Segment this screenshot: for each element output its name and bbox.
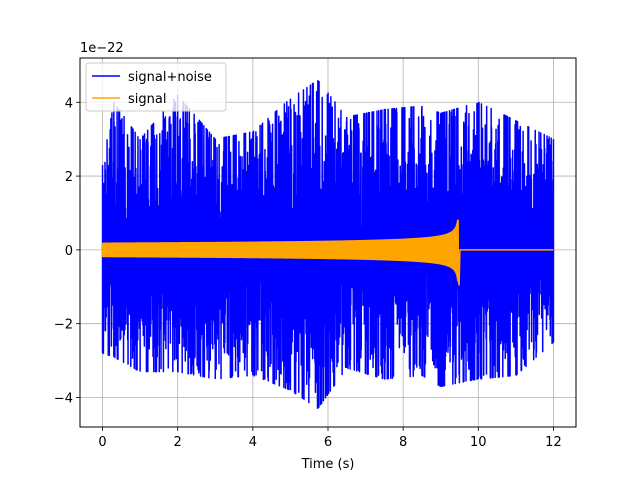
y-tick-label: −4 — [54, 391, 73, 406]
x-tick-label: 4 — [249, 435, 257, 450]
series-line-signal — [101, 219, 554, 286]
legend-label-signal: signal — [128, 92, 166, 107]
y-tick-label: 0 — [65, 244, 73, 259]
y-tick-label: 2 — [65, 170, 73, 185]
plot-area — [101, 80, 555, 410]
legend: signal+noise signal — [85, 62, 227, 112]
x-axis: 0 2 4 6 8 10 12 — [98, 427, 562, 450]
x-tick-label: 10 — [470, 435, 487, 450]
legend-label-signal-noise: signal+noise — [128, 70, 212, 85]
x-tick-label: 6 — [324, 435, 332, 450]
x-tick-label: 0 — [98, 435, 106, 450]
y-tick-label: −2 — [54, 318, 73, 333]
y-axis: −4 −2 0 2 4 — [54, 96, 80, 406]
legend-box — [85, 62, 227, 112]
x-tick-label: 12 — [545, 435, 562, 450]
y-tick-label: 4 — [65, 96, 73, 111]
x-tick-label: 2 — [174, 435, 182, 450]
x-axis-label: Time (s) — [301, 457, 355, 472]
y-offset-label: 1e−22 — [80, 41, 124, 56]
x-tick-label: 8 — [399, 435, 407, 450]
